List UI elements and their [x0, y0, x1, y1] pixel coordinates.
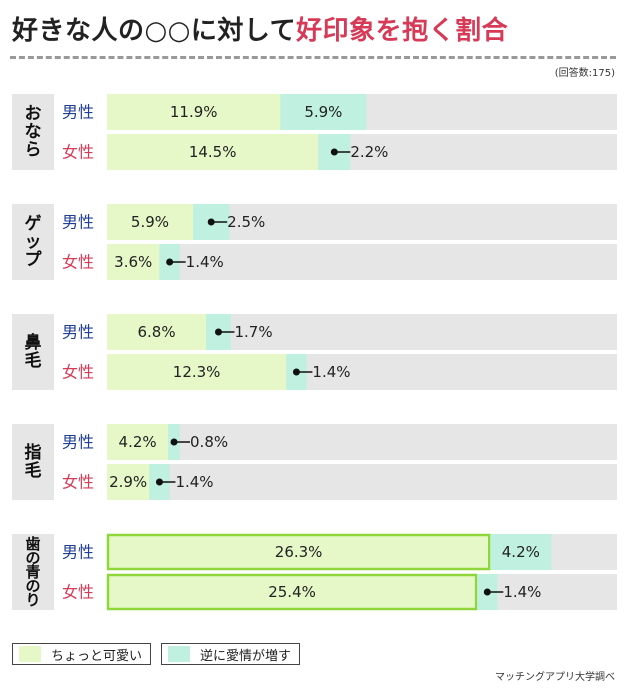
- legend-item-cute: ちょっと可愛い: [12, 643, 152, 665]
- legend-swatch-cute: [19, 646, 41, 662]
- gender-label: 女性: [62, 143, 94, 162]
- data-label-love: 2.5%: [227, 213, 265, 231]
- bar-cute: [106, 533, 491, 571]
- category-block: [12, 314, 54, 390]
- title-prefix: 好きな人の○○に対して: [12, 16, 297, 46]
- data-label-cute: 2.9%: [109, 473, 147, 491]
- data-label-love: 1.4%: [175, 473, 213, 491]
- gender-label: 男性: [62, 323, 94, 342]
- source-credit: マッチングアプリ大学調べ: [495, 672, 615, 683]
- bar-cute: [107, 204, 193, 240]
- title-accent: 好印象を抱く割合: [296, 16, 509, 46]
- bar-love: [490, 534, 552, 570]
- data-label-cute: 4.2%: [119, 433, 157, 451]
- gender-label: 男性: [62, 213, 94, 232]
- bar-cute: [107, 464, 150, 500]
- data-label-cute: 12.3%: [173, 363, 221, 381]
- data-label-cute: 25.4%: [268, 583, 316, 601]
- legend-swatch-love: [168, 646, 191, 662]
- gender-label: 男性: [62, 433, 94, 452]
- data-label-love: 0.8%: [190, 433, 228, 451]
- bar-track: [107, 464, 617, 500]
- data-label-love: 1.4%: [186, 253, 224, 271]
- data-label-love: 1.7%: [234, 323, 272, 341]
- legend-label-love: 逆に愛情が増す: [200, 648, 292, 664]
- bar-cute: [107, 134, 319, 170]
- legend-label-cute: ちょっと可愛い: [51, 648, 143, 664]
- bar-track: [107, 244, 617, 280]
- gender-label: 男性: [62, 103, 94, 122]
- gender-label: 男性: [62, 543, 94, 562]
- data-label-love: 2.2%: [350, 143, 388, 161]
- data-label-cute: 11.9%: [170, 103, 218, 121]
- respondent-count: (回答数:175): [554, 68, 615, 79]
- data-label-cute: 3.6%: [114, 253, 152, 271]
- bar-cute: [107, 354, 287, 390]
- category-label: おなら: [25, 104, 42, 160]
- category-block: [12, 424, 54, 500]
- bar-cute: [106, 573, 478, 611]
- category-label: 歯の青のり: [25, 535, 40, 609]
- category-label: 鼻毛: [25, 332, 42, 371]
- title-divider: [10, 56, 616, 59]
- data-label-cute: 5.9%: [131, 213, 169, 231]
- bar-cute: [107, 94, 281, 130]
- category-block: [12, 534, 54, 610]
- data-label-cute: 14.5%: [189, 143, 237, 161]
- gender-label: 女性: [62, 253, 94, 272]
- gender-label: 女性: [62, 473, 94, 492]
- gender-label: 女性: [62, 363, 94, 382]
- gender-label: 女性: [62, 583, 94, 602]
- category-block: [12, 94, 54, 170]
- data-label-cute: 26.3%: [275, 543, 323, 561]
- data-label-love: 1.4%: [503, 583, 541, 601]
- data-label-love: 4.2%: [502, 543, 540, 561]
- page-title: 好きな人の○○に対して好印象を抱く割合: [12, 10, 508, 47]
- category-label: 指毛: [25, 442, 42, 481]
- data-label-love: 5.9%: [304, 103, 342, 121]
- category-block: [12, 204, 54, 280]
- bar-cute: [107, 244, 160, 280]
- data-label-love: 1.4%: [312, 363, 350, 381]
- data-label-cute: 6.8%: [137, 323, 175, 341]
- legend: ちょっと可愛い 逆に愛情が増す: [12, 643, 301, 665]
- bar-love: [280, 94, 367, 130]
- bar-track: [107, 424, 617, 460]
- legend-item-love: 逆に愛情が増す: [161, 643, 301, 665]
- bar-cute: [107, 314, 207, 350]
- bar-cute: [107, 424, 169, 460]
- category-label: ゲップ: [25, 213, 43, 270]
